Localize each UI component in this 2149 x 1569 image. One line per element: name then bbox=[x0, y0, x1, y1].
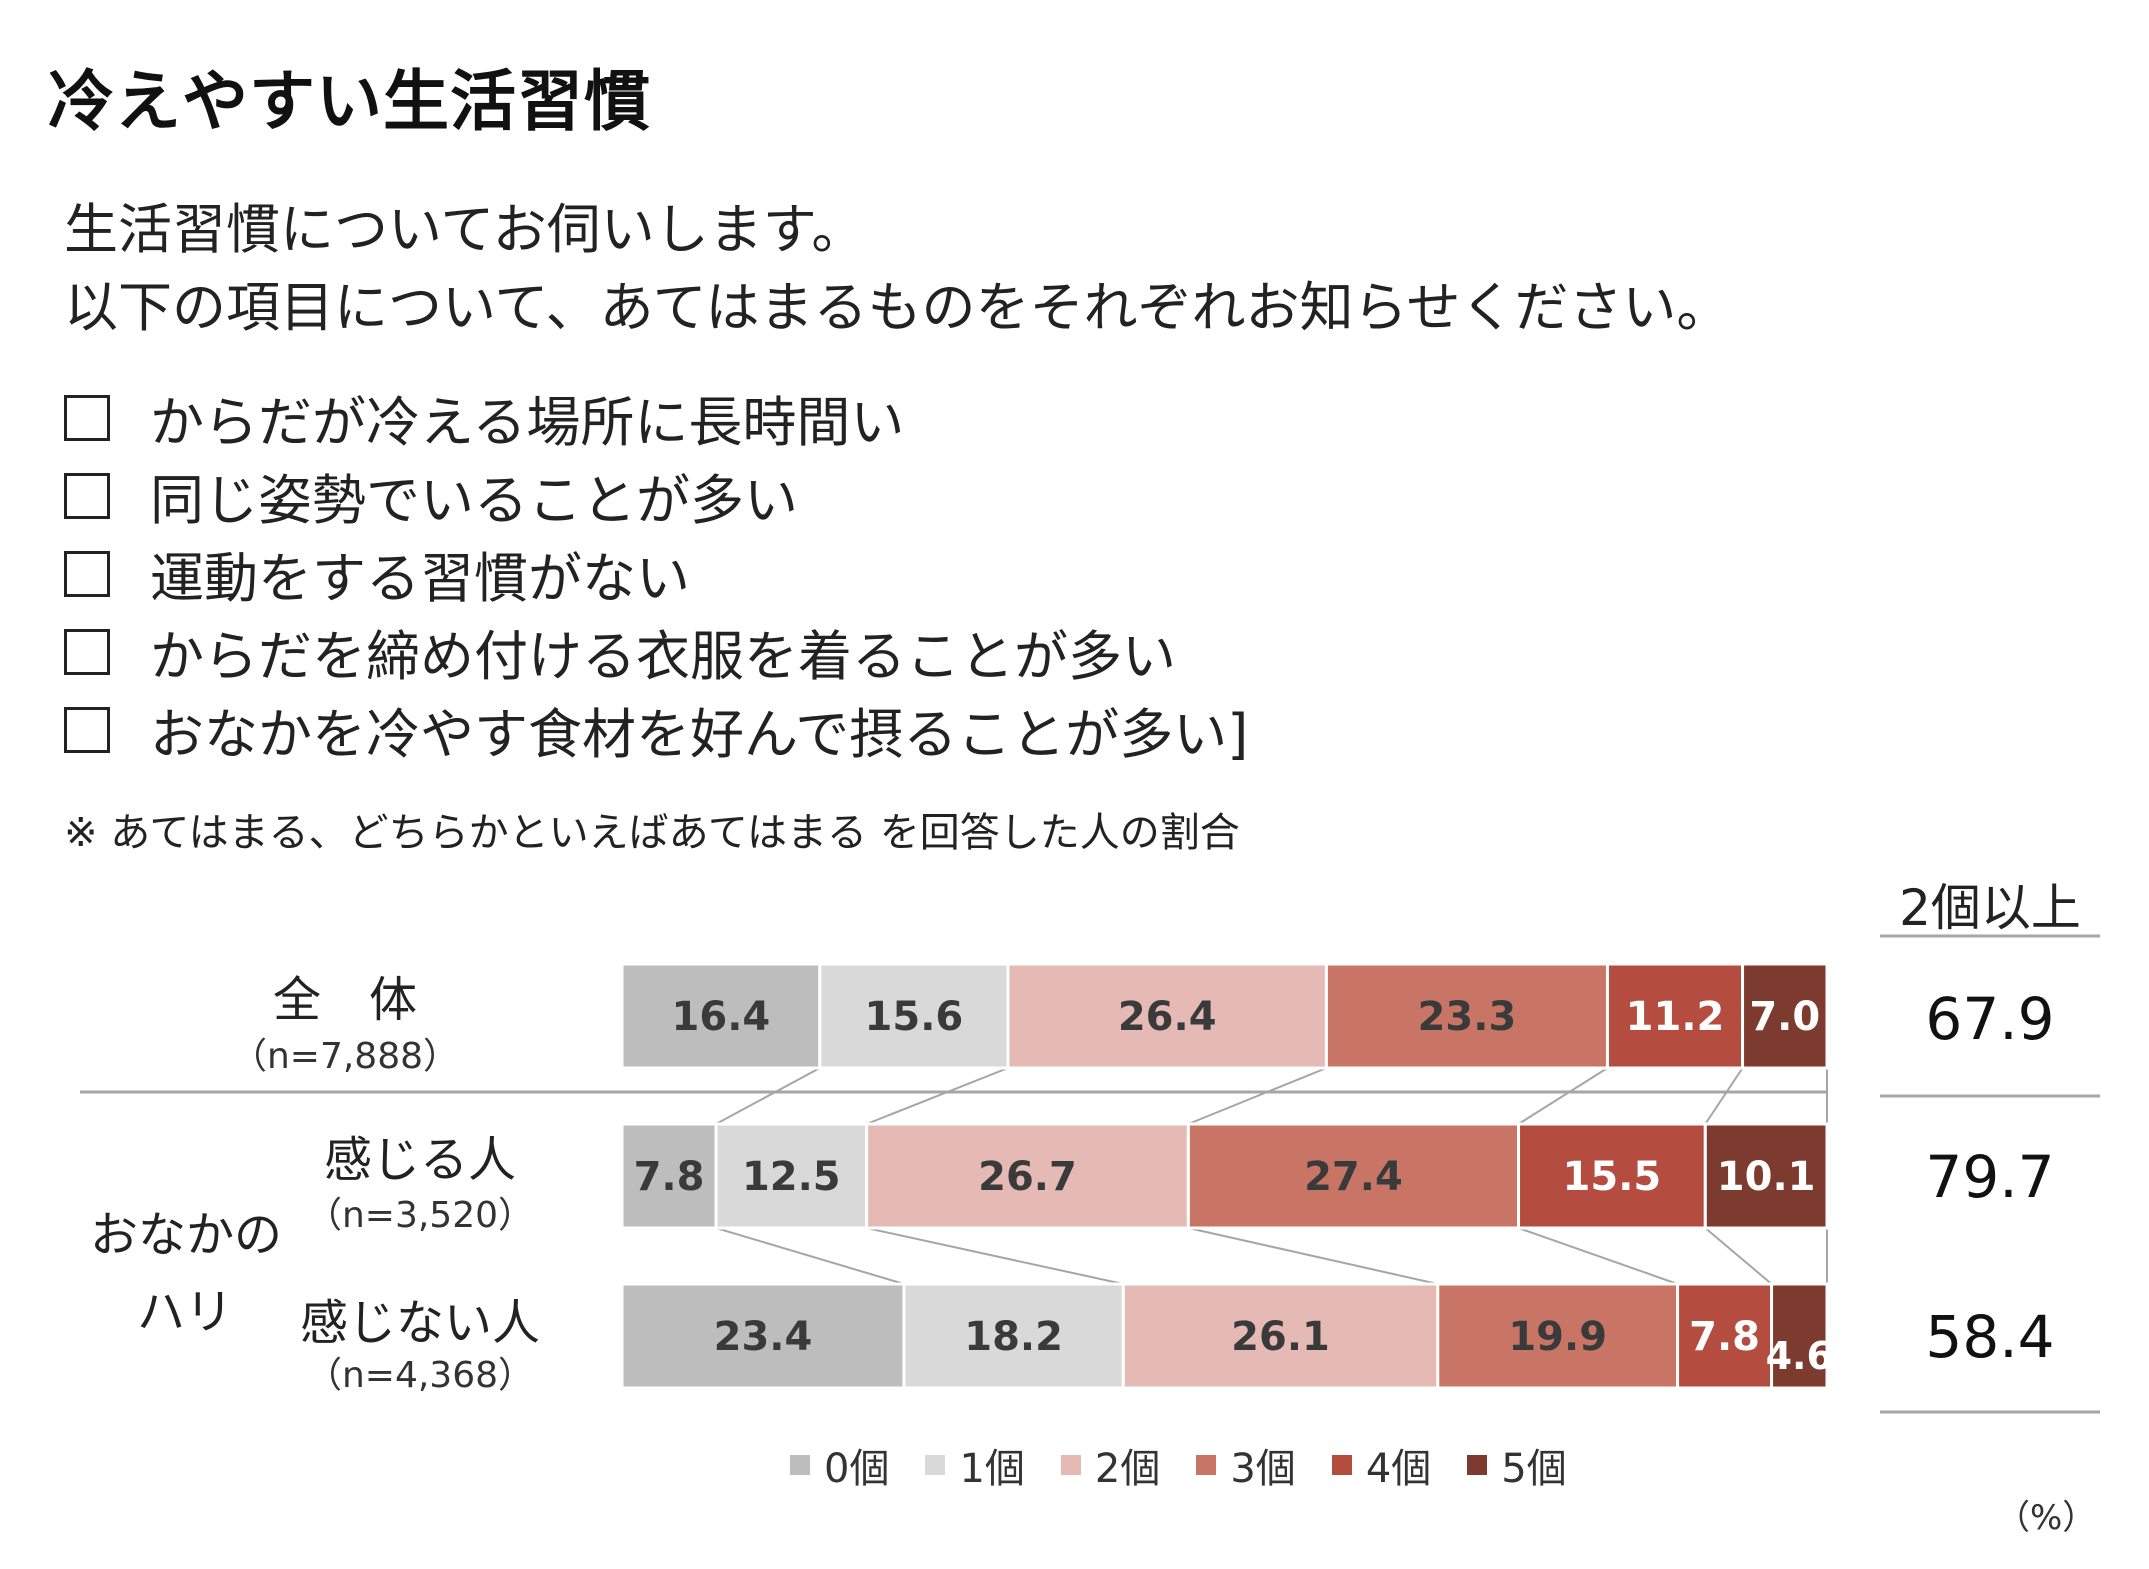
bar-segment bbox=[902, 1282, 1125, 1390]
data-label: 15.6 bbox=[865, 994, 964, 1040]
bar-segment bbox=[1436, 1282, 1680, 1390]
data-label: 12.5 bbox=[742, 1154, 841, 1200]
group-label-line-1: おなかの bbox=[90, 1207, 283, 1263]
legend-swatch bbox=[1060, 1455, 1081, 1475]
bar-segment bbox=[1703, 1122, 1829, 1230]
legend-label: 4個 bbox=[1365, 1446, 1432, 1492]
option-label: 同じ姿勢でいることが多い bbox=[150, 469, 798, 532]
legend-label: 3個 bbox=[1230, 1446, 1296, 1492]
bar-segment bbox=[1324, 962, 1609, 1070]
data-label: 27.4 bbox=[1304, 1154, 1403, 1200]
group-label-line-2: ハリ bbox=[136, 1284, 233, 1340]
connector-line bbox=[715, 1067, 821, 1125]
data-label: 19.9 bbox=[1508, 1314, 1607, 1360]
data-label: 23.3 bbox=[1418, 994, 1517, 1040]
option-label: からだが冷える場所に長時間い bbox=[150, 391, 905, 454]
legend: 0個 1個 2個 3個 4個 5個 bbox=[790, 1436, 1603, 1494]
option-item: 運動をする習慣がない bbox=[64, 534, 690, 613]
row-label-not-feel: 感じない人 bbox=[299, 1295, 540, 1351]
row-n-all: （n=7,888） bbox=[230, 1036, 460, 1077]
connector-line bbox=[1704, 1067, 1744, 1125]
data-label: 18.2 bbox=[964, 1314, 1063, 1360]
bar-segment bbox=[1121, 1282, 1440, 1390]
total-value-feel: 79.7 bbox=[1925, 1143, 2055, 1211]
data-label: 26.7 bbox=[978, 1154, 1077, 1200]
connector-line bbox=[715, 1227, 905, 1285]
bar-segment bbox=[714, 1122, 869, 1230]
bar-segment bbox=[1605, 962, 1745, 1070]
question-line-1: 生活習慣についてお伺いします。 bbox=[64, 198, 866, 261]
row-label-all: 全 体 bbox=[272, 972, 417, 1028]
data-label: 23.4 bbox=[714, 1314, 813, 1360]
bar-segment bbox=[620, 1282, 906, 1390]
checkbox-icon bbox=[64, 706, 110, 753]
total-value-all: 67.9 bbox=[1925, 985, 2055, 1053]
bar-segment bbox=[1770, 1282, 1829, 1390]
data-label: 7.0 bbox=[1749, 994, 1820, 1040]
row-n-not-feel: （n=4,368） bbox=[305, 1355, 535, 1396]
group-total-header: 2個以上 bbox=[1899, 879, 2081, 937]
option-item: からだを締め付ける衣服を着ることが多い bbox=[64, 612, 1176, 691]
connector-line bbox=[1517, 1067, 1609, 1125]
legend-label: 2個 bbox=[1094, 1446, 1161, 1492]
connector-line bbox=[1187, 1067, 1327, 1125]
legend-item: 4個 bbox=[1331, 1436, 1432, 1494]
legend-swatch bbox=[1467, 1455, 1488, 1475]
legend-swatch bbox=[1331, 1455, 1352, 1475]
rule-lines bbox=[80, 934, 2100, 1414]
data-label: 7.8 bbox=[1689, 1314, 1760, 1360]
connector-line bbox=[866, 1227, 1124, 1285]
page-title: 冷えやすい生活習慣 bbox=[48, 63, 651, 140]
legend-swatch bbox=[790, 1455, 810, 1475]
bar-segment bbox=[1186, 1122, 1521, 1230]
bar-segment bbox=[1517, 1122, 1707, 1230]
note-text: ※ あてはまる、どちらかといえばあてはまる を回答した人の割合 bbox=[64, 810, 1240, 856]
checkbox-icon bbox=[64, 628, 110, 675]
connector-line bbox=[866, 1067, 1009, 1125]
connector-line bbox=[1704, 1227, 1773, 1285]
data-label: 26.4 bbox=[1118, 994, 1217, 1040]
option-label: 運動をする習慣がない bbox=[150, 547, 690, 610]
row-n-feel: （n=3,520） bbox=[305, 1195, 535, 1236]
option-item: おなかを冷やす食材を好んで摂ることが多い] bbox=[64, 690, 1248, 769]
checkbox-icon bbox=[64, 550, 110, 597]
bars: 16.4 15.6 26.4 23.3 11.2 7.0 7.8 12.5 26.7 27.4 15… bbox=[620, 962, 1833, 1390]
data-label: 11.2 bbox=[1626, 994, 1725, 1040]
option-item: からだが冷える場所に長時間い bbox=[64, 378, 904, 457]
question-line-2: 以下の項目について、あてはまるものをそれぞれお知らせください。 bbox=[64, 276, 1731, 339]
bar-segment bbox=[1006, 962, 1328, 1070]
option-label: おなかを冷やす食材を好んで摂ることが多い] bbox=[150, 703, 1249, 766]
data-label: 15.5 bbox=[1563, 1154, 1662, 1200]
bar-segment bbox=[818, 962, 1010, 1070]
legend-swatch bbox=[925, 1455, 946, 1475]
data-label: 16.4 bbox=[672, 994, 771, 1040]
data-label: 7.8 bbox=[634, 1154, 705, 1200]
data-label: 26.1 bbox=[1231, 1314, 1330, 1360]
option-item: 同じ姿勢でいることが多い bbox=[64, 456, 798, 535]
connector-line bbox=[1188, 1227, 1439, 1285]
connector-lines bbox=[715, 1067, 1828, 1285]
checkbox-icon bbox=[64, 394, 110, 441]
total-value-not-feel: 58.4 bbox=[1925, 1303, 2055, 1371]
data-label: 10.1 bbox=[1717, 1154, 1816, 1200]
row-label-feel: 感じる人 bbox=[323, 1132, 516, 1188]
legend-label: 1個 bbox=[959, 1446, 1025, 1492]
legend-item: 5個 bbox=[1467, 1436, 1567, 1494]
bar-segment bbox=[1676, 1282, 1774, 1390]
legend-item: 2個 bbox=[1060, 1436, 1161, 1494]
legend-item: 0個 bbox=[790, 1436, 889, 1494]
legend-item: 3個 bbox=[1196, 1436, 1296, 1494]
legend-label: 5個 bbox=[1501, 1446, 1567, 1492]
checkbox-icon bbox=[64, 472, 110, 519]
legend-swatch bbox=[1196, 1455, 1217, 1475]
legend-label: 0個 bbox=[824, 1446, 890, 1492]
bar-segment bbox=[1741, 962, 1829, 1070]
connector-line bbox=[1518, 1227, 1678, 1285]
unit-label: （%） bbox=[1996, 1498, 2097, 1538]
legend-item: 1個 bbox=[925, 1436, 1025, 1494]
option-label: からだを締め付ける衣服を着ることが多い bbox=[150, 625, 1176, 688]
data-label: 4.6 bbox=[1766, 1334, 1833, 1378]
